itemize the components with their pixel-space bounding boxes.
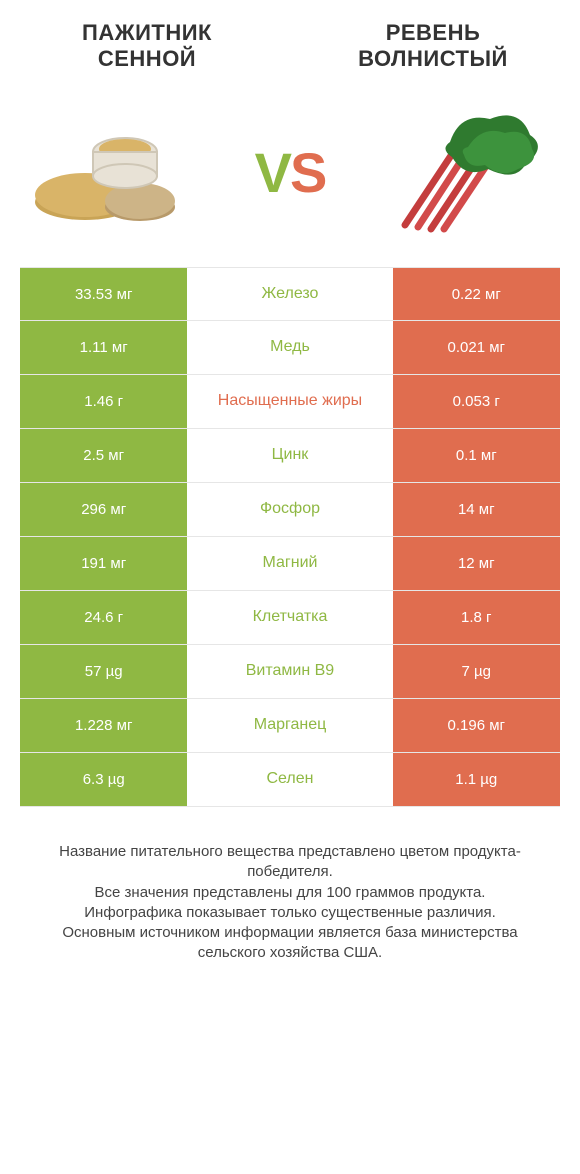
cell-left-value: 1.46 г xyxy=(20,375,187,428)
cell-right-value: 0.053 г xyxy=(393,375,560,428)
footer-line-2: Все значения представлены для 100 граммо… xyxy=(30,883,550,903)
table-row: 24.6 гКлетчатка1.8 г xyxy=(20,591,560,645)
product-image-left xyxy=(30,107,190,237)
cell-right-value: 1.1 µg xyxy=(393,753,560,806)
table-row: 6.3 µgСелен1.1 µg xyxy=(20,753,560,807)
vs-s: S xyxy=(290,141,325,204)
cell-nutrient-label: Витамин B9 xyxy=(187,645,392,698)
comparison-table: 33.53 мгЖелезо0.22 мг1.11 мгМедь0.021 мг… xyxy=(0,267,580,807)
cell-left-value: 296 мг xyxy=(20,483,187,536)
cell-nutrient-label: Медь xyxy=(187,321,392,374)
cell-left-value: 24.6 г xyxy=(20,591,187,644)
cell-left-value: 1.11 мг xyxy=(20,321,187,374)
title-left: Пажитник сенной xyxy=(30,20,264,72)
table-row: 1.46 гНасыщенные жиры0.053 г xyxy=(20,375,560,429)
vs-v: V xyxy=(255,141,290,204)
cell-nutrient-label: Железо xyxy=(187,268,392,320)
cell-right-value: 1.8 г xyxy=(393,591,560,644)
cell-left-value: 191 мг xyxy=(20,537,187,590)
title-right: Ревень волнистый xyxy=(316,20,550,72)
cell-left-value: 33.53 мг xyxy=(20,268,187,320)
table-row: 1.11 мгМедь0.021 мг xyxy=(20,321,560,375)
cell-nutrient-label: Клетчатка xyxy=(187,591,392,644)
cell-right-value: 14 мг xyxy=(393,483,560,536)
cell-nutrient-label: Магний xyxy=(187,537,392,590)
table-row: 57 µgВитамин B97 µg xyxy=(20,645,560,699)
cell-left-value: 1.228 мг xyxy=(20,699,187,752)
cell-left-value: 6.3 µg xyxy=(20,753,187,806)
footer-line-1: Название питательного вещества представл… xyxy=(30,842,550,883)
table-row: 296 мгФосфор14 мг xyxy=(20,483,560,537)
cell-left-value: 57 µg xyxy=(20,645,187,698)
cell-nutrient-label: Селен xyxy=(187,753,392,806)
header: Пажитник сенной Ревень волнистый xyxy=(0,0,580,82)
cell-right-value: 0.22 мг xyxy=(393,268,560,320)
table-row: 33.53 мгЖелезо0.22 мг xyxy=(20,267,560,321)
cell-right-value: 0.021 мг xyxy=(393,321,560,374)
footer-notes: Название питательного вещества представл… xyxy=(0,807,580,964)
product-image-right xyxy=(390,107,550,237)
table-row: 1.228 мгМарганец0.196 мг xyxy=(20,699,560,753)
cell-nutrient-label: Фосфор xyxy=(187,483,392,536)
table-row: 2.5 мгЦинк0.1 мг xyxy=(20,429,560,483)
cell-right-value: 0.1 мг xyxy=(393,429,560,482)
cell-right-value: 0.196 мг xyxy=(393,699,560,752)
cell-left-value: 2.5 мг xyxy=(20,429,187,482)
cell-nutrient-label: Марганец xyxy=(187,699,392,752)
cell-nutrient-label: Насыщенные жиры xyxy=(187,375,392,428)
footer-line-3: Инфографика показывает только существенн… xyxy=(30,903,550,923)
vs-label: VS xyxy=(255,140,326,205)
cell-right-value: 7 µg xyxy=(393,645,560,698)
footer-line-4: Основным источником информации является … xyxy=(30,923,550,964)
cell-nutrient-label: Цинк xyxy=(187,429,392,482)
cell-right-value: 12 мг xyxy=(393,537,560,590)
table-row: 191 мгМагний12 мг xyxy=(20,537,560,591)
images-row: VS xyxy=(0,82,580,267)
